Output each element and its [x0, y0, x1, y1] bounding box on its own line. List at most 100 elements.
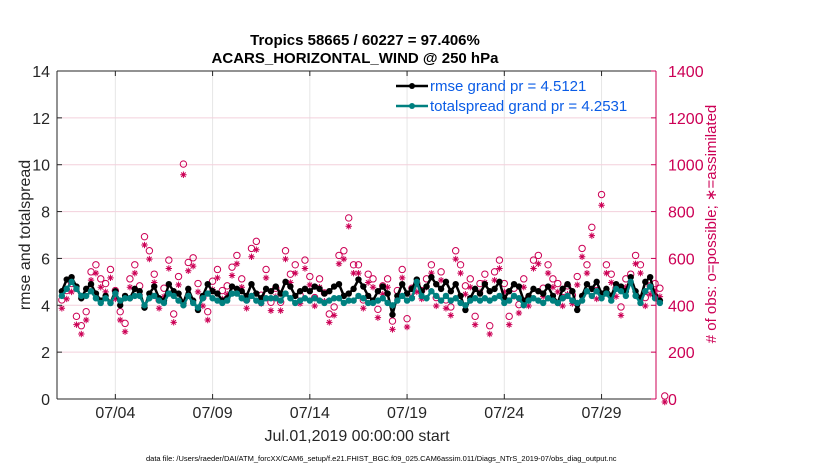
data-point: [301, 295, 309, 302]
data-point: [321, 290, 328, 297]
obs-assimilated-point: [433, 302, 440, 310]
obs-assimilated-point: [413, 288, 420, 296]
obs-possible-point: [306, 272, 314, 281]
data-point: [126, 295, 134, 302]
obs-assimilated-point: [165, 265, 173, 272]
data-point: [296, 297, 304, 304]
data-point: [593, 278, 600, 286]
data-point: [637, 299, 644, 307]
x-tick-label: 07/24: [484, 405, 524, 422]
data-point: [408, 295, 416, 302]
obs-assimilated-point: [292, 269, 299, 277]
obs-assimilated-point: [403, 323, 411, 331]
obs-possible-point: [77, 322, 86, 330]
data-point: [583, 281, 591, 288]
data-point: [180, 302, 187, 309]
data-point: [496, 292, 503, 300]
data-point: [350, 297, 357, 304]
data-point: [326, 297, 333, 304]
data-point: [467, 297, 474, 304]
obs-assimilated-point: [369, 284, 377, 291]
obs-assimilated-point: [452, 255, 459, 263]
data-point: [233, 290, 241, 297]
obs-possible-point: [398, 265, 406, 274]
data-point: [535, 288, 542, 295]
obs-assimilated-point: [467, 284, 474, 291]
data-point: [238, 295, 245, 302]
series-totalspread: [58, 278, 664, 311]
obs-assimilated-point: [180, 171, 187, 178]
data-point: [262, 285, 270, 293]
data-point: [544, 295, 552, 302]
data-point: [301, 285, 309, 293]
obs-possible-point: [116, 307, 124, 316]
data-point: [559, 295, 566, 302]
obs-assimilated-point: [428, 269, 435, 277]
legend-rmse-marker: [409, 83, 415, 89]
obs-assimilated-point: [58, 305, 66, 312]
data-point: [355, 276, 362, 283]
data-point: [598, 295, 605, 302]
obs-assimilated-point: [126, 284, 134, 291]
obs-possible-point: [145, 247, 154, 255]
data-point: [311, 283, 318, 290]
data-point: [121, 295, 129, 302]
data-point: [452, 295, 459, 302]
data-point: [364, 299, 372, 307]
data-point: [233, 285, 241, 293]
data-point: [564, 292, 571, 300]
data-point: [316, 285, 323, 293]
data-point: [544, 283, 552, 290]
obs-possible-point: [286, 270, 295, 278]
obs-possible-point: [179, 160, 188, 168]
footnote: data file: /Users/raeder/DAI/ATM_forcXX/…: [146, 454, 617, 463]
obs-assimilated-point: [399, 274, 406, 282]
data-point: [486, 297, 493, 304]
obs-possible-point: [583, 261, 591, 269]
data-point: [267, 295, 275, 302]
data-point: [360, 283, 367, 290]
data-point: [97, 299, 104, 307]
data-point: [364, 292, 372, 300]
data-point: [423, 283, 430, 290]
obs-assimilated-point: [491, 276, 498, 284]
data-point: [608, 297, 615, 304]
data-point: [525, 297, 532, 304]
data-point: [627, 278, 634, 286]
data-point: [282, 290, 289, 297]
data-point: [350, 285, 357, 293]
axes: [56, 70, 657, 400]
obs-assimilated-point: [656, 293, 664, 300]
obs-assimilated-point: [214, 274, 221, 282]
data-point: [501, 299, 508, 307]
obs-possible-point: [573, 272, 581, 281]
data-point: [311, 295, 318, 302]
obs-assimilated-point: [87, 276, 95, 284]
obs-assimilated-point: [442, 305, 450, 312]
obs-possible-point: [82, 307, 90, 316]
data-point: [612, 281, 620, 288]
obs-assimilated-point: [661, 398, 668, 406]
obs-possible-point: [247, 244, 256, 253]
y-right-tick-label: 1200: [668, 111, 704, 128]
obs-assimilated-point: [228, 272, 236, 279]
data-point: [612, 285, 620, 293]
obs-possible-point: [354, 261, 363, 269]
data-point: [165, 290, 173, 297]
obs-assimilated-point: [617, 312, 625, 319]
data-point: [442, 278, 450, 286]
obs-possible-point: [597, 190, 606, 199]
data-point: [389, 302, 396, 309]
obs-assimilated-point: [340, 255, 348, 263]
obs-assimilated-point: [282, 255, 289, 263]
data-point: [170, 292, 177, 300]
data-point: [413, 278, 420, 286]
data-point: [131, 285, 138, 293]
data-point: [510, 281, 518, 288]
data-point: [73, 285, 80, 293]
obs-assimilated-point: [505, 321, 513, 328]
data-point: [540, 290, 547, 297]
data-point: [530, 285, 537, 293]
data-point: [360, 295, 367, 302]
ticks: 07/04 07/09 07/14 07/19 07/24 07/29 0 200 400 600…: [32, 64, 703, 422]
